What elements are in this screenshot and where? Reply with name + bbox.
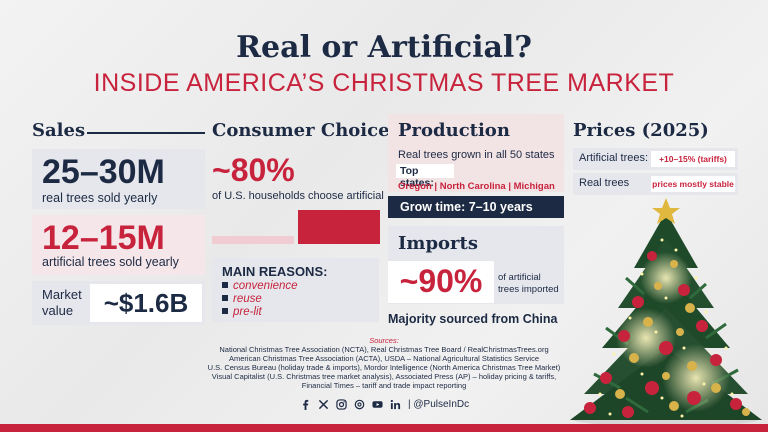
- imports-share-label-line1: of artificial: [498, 272, 541, 283]
- facebook-icon[interactable]: [300, 399, 311, 410]
- market-value-label-line2: value: [42, 303, 74, 318]
- main-reasons-card: MAIN REASONS: convenience reuse pre-lit: [212, 258, 379, 322]
- market-value-label-line1: Market: [42, 287, 82, 302]
- production-heading: Production: [398, 120, 510, 141]
- production-states-text: Real trees grown in all 50 states: [398, 149, 555, 161]
- source-line: American Christmas Tree Association (ACT…: [229, 354, 539, 363]
- source-line: U.S. Census Bureau (holiday trade & impo…: [207, 363, 561, 372]
- social-links: | @PulseInDc: [300, 397, 469, 411]
- imports-heading: Imports: [398, 233, 478, 254]
- artificial-share-label: of U.S. households choose artificial: [212, 190, 384, 202]
- production-card: [388, 114, 564, 192]
- youtube-icon[interactable]: [372, 399, 383, 410]
- price-row-value-box: +10–15% (tariffs): [651, 151, 735, 167]
- source-line: Visual Capitalist (U.S. Christmas tree m…: [211, 372, 557, 381]
- threads-icon[interactable]: [354, 399, 365, 410]
- price-row-value: +10–15% (tariffs): [659, 154, 727, 164]
- instagram-icon[interactable]: [336, 398, 347, 410]
- real-share-bar: [212, 236, 294, 244]
- consumer-choice-heading: Consumer Choice: [212, 120, 390, 141]
- top-states-list: Oregon | North Carolina | Michigan: [398, 181, 555, 192]
- reason-text: pre-lit: [233, 306, 262, 318]
- sales-divider: [87, 132, 205, 134]
- bullet-icon: [222, 308, 228, 314]
- price-row-label: Real trees: [579, 177, 630, 189]
- reason-text: reuse: [233, 293, 262, 305]
- artificial-trees-sold-card: 12–15M artificial trees sold yearly: [32, 215, 205, 275]
- artificial-trees-sold-label: artificial trees sold yearly: [42, 255, 179, 269]
- price-row-real: Real trees prices mostly stable: [573, 173, 738, 195]
- market-value-box: ~$1.6B: [90, 284, 202, 322]
- x-icon[interactable]: [318, 399, 329, 410]
- real-trees-sold-label: real trees sold yearly: [42, 191, 158, 205]
- imports-share-label-line2: trees imported: [498, 284, 559, 295]
- social-handle[interactable]: | @PulseInDc: [408, 398, 470, 410]
- linkedin-icon[interactable]: [390, 399, 401, 410]
- source-line: Financial Times – tariff and trade impac…: [301, 381, 467, 390]
- bullet-icon: [222, 295, 228, 301]
- artificial-share-bar: [298, 210, 380, 244]
- artificial-share-value: ~80%: [212, 152, 295, 188]
- market-value: ~$1.6B: [103, 288, 189, 318]
- sales-heading: Sales: [32, 120, 86, 141]
- grow-time-bar: Grow time: 7–10 years: [388, 196, 564, 218]
- main-reasons-heading: MAIN REASONS:: [222, 264, 328, 279]
- bottom-accent-bar: [0, 424, 768, 432]
- imports-share-value: ~90%: [399, 263, 483, 299]
- reason-item: pre-lit: [222, 306, 262, 318]
- page-title: Real or Artificial?: [236, 30, 532, 65]
- price-row-value-box: prices mostly stable: [651, 176, 735, 192]
- price-row-label: Artificial trees:: [579, 152, 649, 164]
- price-row-value: prices mostly stable: [652, 179, 734, 189]
- top-states-label-box: Top states:: [396, 164, 454, 189]
- page-subtitle: INSIDE AMERICA’S CHRISTMAS TREE MARKET: [93, 69, 675, 97]
- top-states-label: Top states:: [400, 165, 434, 189]
- source-line: National Christmas Tree Association (NCT…: [219, 345, 549, 354]
- price-row-artificial: Artificial trees: +10–15% (tariffs): [573, 148, 738, 170]
- reason-item: convenience: [222, 280, 298, 292]
- imports-source-text: Majority sourced from China: [388, 312, 558, 326]
- imports-share-box: ~90%: [388, 261, 494, 303]
- grow-time-text: Grow time: 7–10 years: [400, 200, 533, 214]
- artificial-trees-sold-value: 12–15M: [42, 219, 165, 257]
- christmas-tree-illustration: [570, 198, 762, 424]
- reason-text: convenience: [233, 280, 298, 292]
- real-trees-sold-card: 25–30M real trees sold yearly: [32, 149, 205, 209]
- sources-heading: Sources:: [369, 336, 399, 345]
- reason-item: reuse: [222, 293, 262, 305]
- prices-heading: Prices (2025): [573, 120, 709, 141]
- real-trees-sold-value: 25–30M: [42, 153, 165, 191]
- bullet-icon: [222, 282, 228, 288]
